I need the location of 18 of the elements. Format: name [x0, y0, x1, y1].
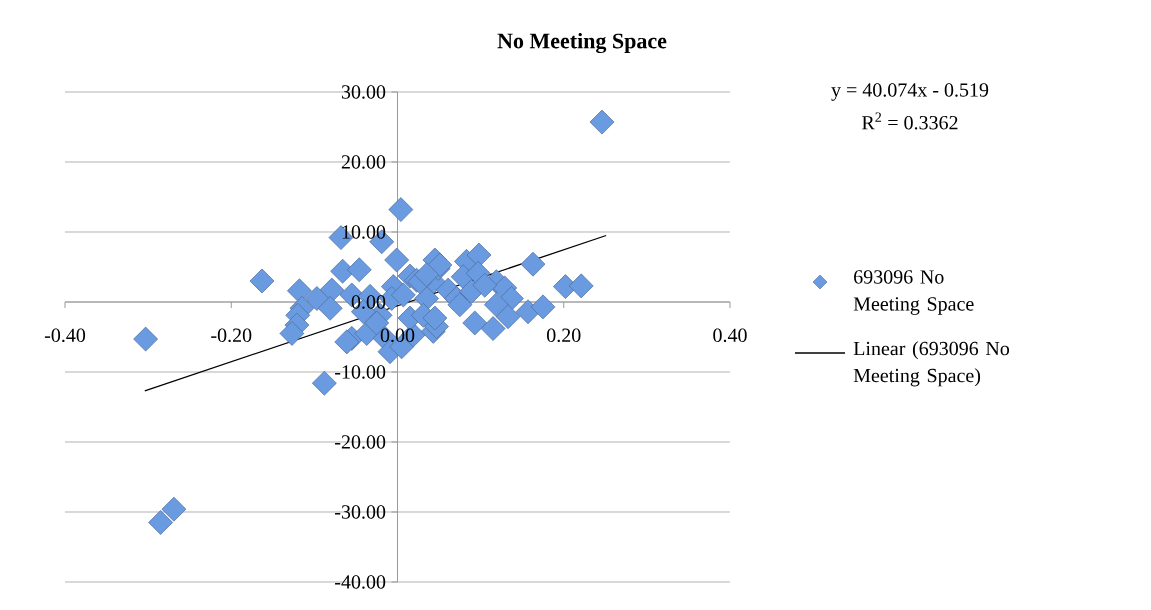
y-tick-label: -40.00 [335, 575, 386, 589]
y-tick-label: -20.00 [335, 435, 386, 449]
legend-label: Linear (693096 No Meeting Space) [853, 341, 1010, 387]
x-tick-label: -0.40 [44, 328, 86, 343]
y-tick-label: -30.00 [335, 505, 386, 519]
y-tick-label: 20.00 [341, 155, 386, 169]
x-tick-label: 0.40 [713, 328, 747, 343]
text: y = 40.074x - 0.519 [831, 83, 989, 101]
y-tick-label: 0.00 [351, 295, 386, 309]
y-tick-label: 30.00 [341, 85, 386, 99]
x-tick-label: -0.20 [211, 328, 252, 343]
chart-title: No Meeting Space [497, 32, 667, 54]
y-tick-label: -10.00 [335, 365, 386, 379]
text: R$^{2}$ = 0.3362 [862, 112, 958, 130]
x-tick-label: 0.00 [380, 328, 415, 343]
x-tick-label: 0.20 [547, 328, 581, 343]
legend-label: 693096 No Meeting Space [853, 270, 974, 315]
y-tick-label: 10.00 [342, 225, 386, 239]
